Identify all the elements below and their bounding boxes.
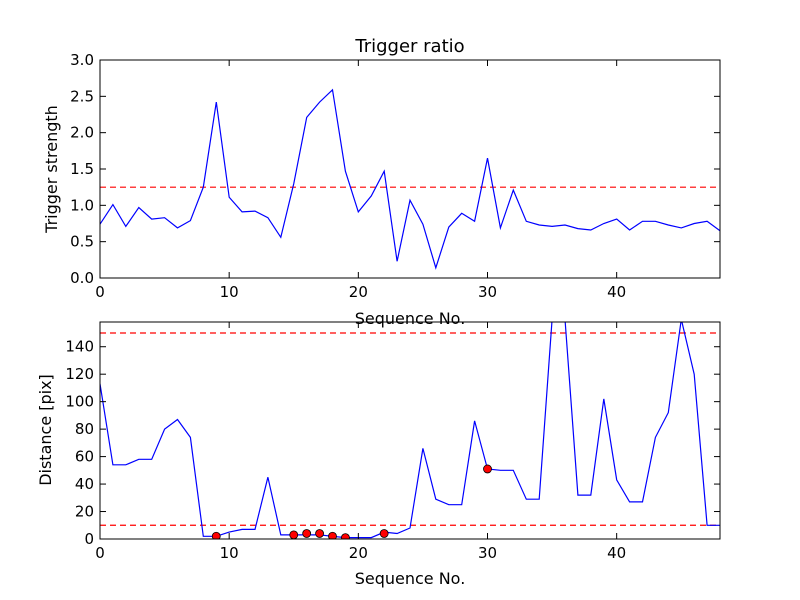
x-tick-label: 30: [478, 283, 497, 301]
y-tick-label: 100: [65, 393, 94, 411]
data-marker: [379, 529, 389, 538]
y-tick-label: 120: [65, 365, 94, 383]
top-x-axis-label: Sequence No.: [355, 309, 466, 328]
data-marker: [483, 464, 492, 474]
bottom-plot-area: [100, 322, 720, 539]
x-tick-label: 40: [607, 283, 626, 301]
x-tick-label: 20: [349, 283, 368, 301]
y-tick-label: 140: [65, 338, 94, 356]
x-tick-label: 30: [478, 544, 497, 562]
x-tick-label: 40: [607, 544, 626, 562]
x-tick-label: 10: [220, 283, 239, 301]
x-tick-label: 0: [95, 544, 105, 562]
bottom-subplot: 0 10 20 30 40 0 20 40 60 80 100 120 140 Sequence No…: [36, 321, 721, 588]
chart-title: Trigger ratio: [354, 36, 464, 57]
top-y-ticks: 0.0 0.5 1.0 1.5 2.0 2.5 3.0: [70, 51, 720, 287]
top-subplot: Trigger ratio 0 10 20 30 40 0.0 0.5 1.0 1.5 2.0 2…: [42, 36, 721, 328]
y-tick-label: 2.0: [70, 124, 94, 142]
plot-clip-group: [100, 88, 720, 270]
bottom-y-ticks: 0 20 40 60 80 100 120 140: [65, 338, 720, 548]
y-tick-label: 0.0: [70, 269, 94, 287]
top-axes-frame: [99, 59, 721, 279]
bottom-x-ticks: 0 10 20 30 40: [95, 322, 626, 562]
data-marker: [302, 529, 312, 538]
data-marker: [211, 531, 221, 539]
y-tick-label: 0.5: [70, 233, 94, 251]
data-marker: [341, 533, 350, 539]
bottom-x-axis-label: Sequence No.: [355, 569, 466, 588]
y-tick-label: 40: [75, 475, 94, 493]
top-plot-area: [100, 88, 720, 270]
y-tick-label: 0: [84, 530, 94, 548]
y-tick-label: 60: [75, 448, 94, 466]
plot-clip-group: [100, 322, 720, 539]
y-tick-label: 1.0: [70, 196, 94, 214]
y-tick-label: 1.5: [70, 160, 94, 178]
x-tick-label: 0: [95, 283, 105, 301]
data-marker: [289, 530, 299, 539]
data-marker: [328, 531, 337, 539]
x-tick-label: 20: [349, 544, 368, 562]
y-tick-label: 2.5: [70, 87, 94, 105]
series-line: [100, 322, 720, 539]
bottom-y-axis-label: Distance [pix]: [36, 374, 55, 486]
y-tick-label: 3.0: [70, 51, 94, 69]
top-y-axis-label: Trigger strength: [42, 105, 61, 234]
bottom-axes-frame: [99, 321, 721, 540]
x-tick-label: 10: [220, 544, 239, 562]
data-marker: [315, 529, 324, 538]
y-tick-label: 20: [75, 503, 94, 521]
top-x-ticks: 0 10 20 30 40: [95, 60, 626, 301]
series-line: [100, 88, 720, 270]
y-tick-label: 80: [75, 420, 94, 438]
